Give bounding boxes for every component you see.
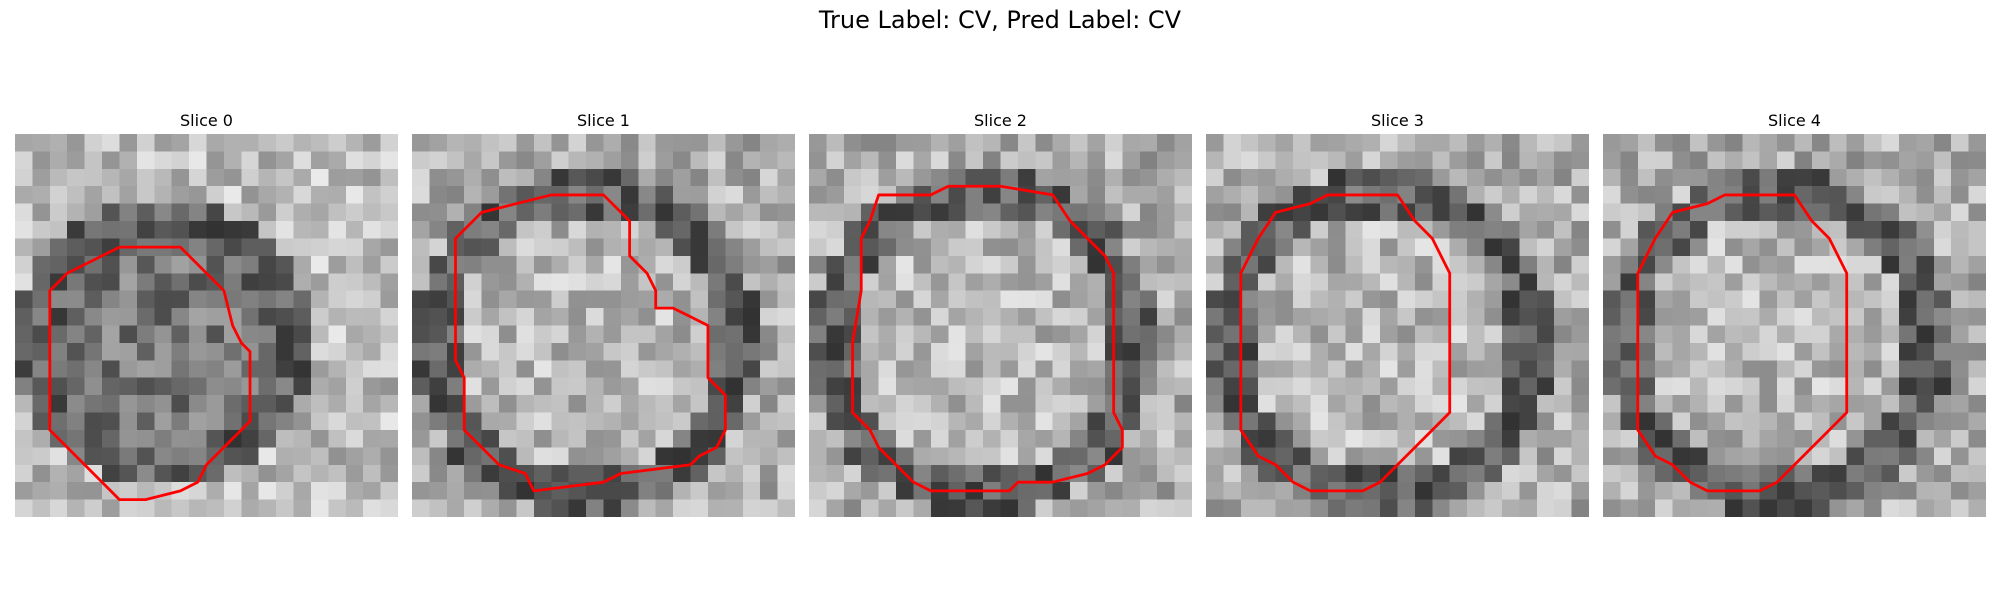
segmentation-contour [851, 184, 1124, 493]
contour-line [1239, 193, 1452, 493]
segmentation-contour [1636, 193, 1849, 493]
slice-image [15, 134, 398, 517]
slice-title: Slice 3 [1371, 111, 1424, 130]
figure-title: True Label: CV, Pred Label: CV [818, 6, 1182, 34]
slice-pixels [809, 134, 1192, 517]
contour-line [1636, 193, 1849, 493]
slice-title: Slice 1 [577, 111, 630, 130]
contour-line [48, 245, 252, 501]
slice-pixels [1206, 134, 1589, 517]
slice-title: Slice 2 [974, 111, 1027, 130]
contour-line [454, 193, 727, 493]
slice-panel-3: Slice 3 [1206, 108, 1589, 517]
slice-pixels [412, 134, 795, 517]
slice-image [1603, 134, 1986, 517]
segmentation-contour [1239, 193, 1452, 493]
segmentation-contour [454, 193, 727, 493]
segmentation-contour [48, 245, 252, 501]
slice-panel-4: Slice 4 [1603, 108, 1986, 517]
slice-title: Slice 4 [1768, 111, 1821, 130]
slice-panel-1: Slice 1 [412, 108, 795, 517]
slice-pixels [15, 134, 398, 517]
slice-image [809, 134, 1192, 517]
contour-line [851, 184, 1124, 493]
slice-image [412, 134, 795, 517]
slice-pixels [1603, 134, 1986, 517]
slice-image [1206, 134, 1589, 517]
slice-title: Slice 0 [180, 111, 233, 130]
slice-panel-2: Slice 2 [809, 108, 1192, 517]
slice-panel-0: Slice 0 [15, 108, 398, 517]
